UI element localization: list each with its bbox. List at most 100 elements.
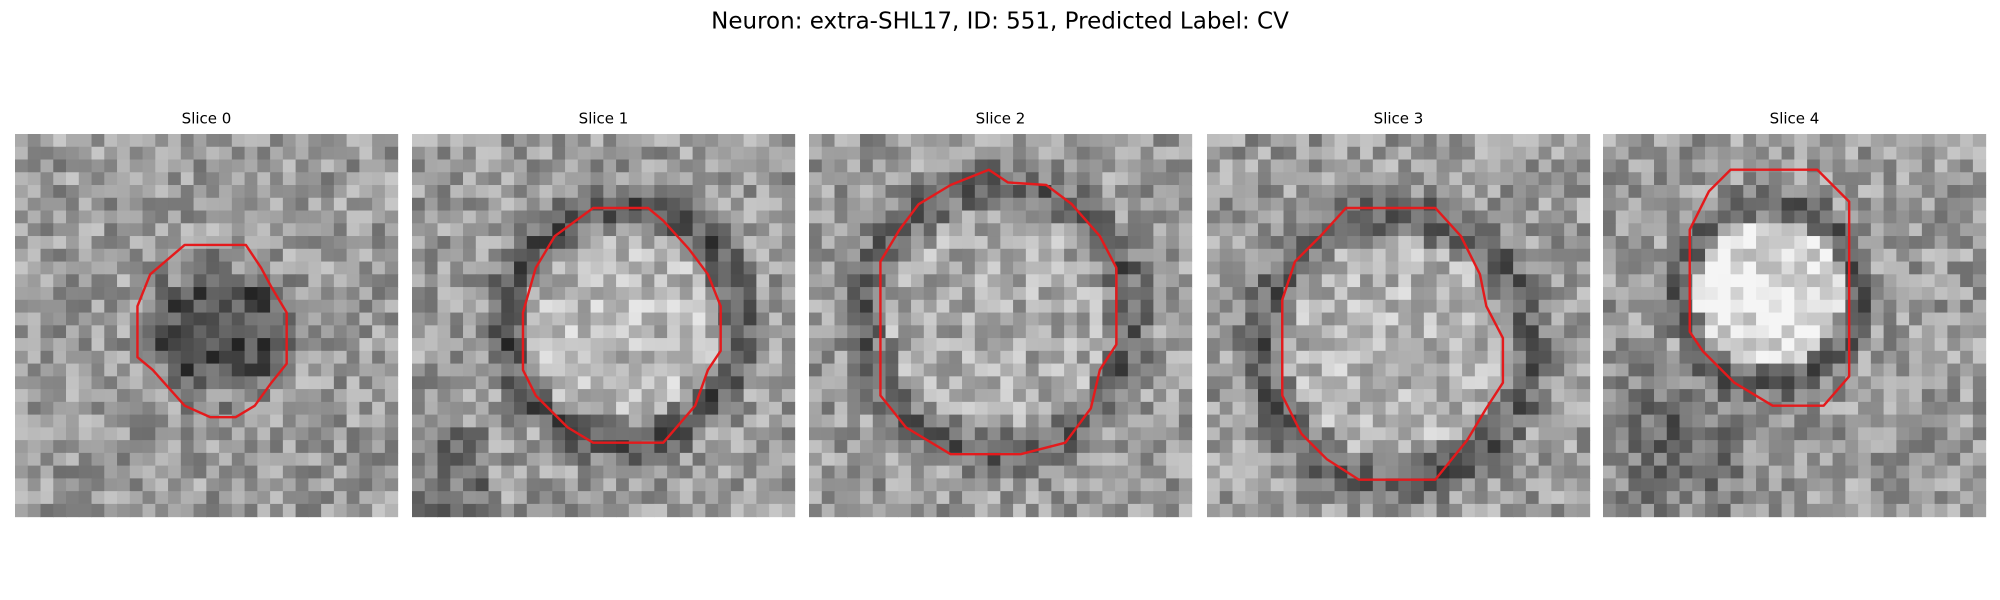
pixel — [1051, 389, 1065, 403]
pixel — [1896, 287, 1910, 301]
pixel — [1858, 401, 1872, 416]
pixel — [1064, 452, 1078, 467]
pixel — [412, 146, 426, 161]
pixel — [1474, 287, 1489, 301]
pixel — [974, 350, 989, 365]
pixel — [974, 172, 989, 186]
pixel — [1449, 185, 1463, 199]
pixel — [1832, 134, 1846, 148]
pixel — [1564, 185, 1578, 199]
pixel — [539, 503, 553, 518]
pixel — [1947, 210, 1961, 224]
pixel — [923, 287, 938, 301]
pixel — [308, 312, 322, 326]
pixel — [1807, 452, 1821, 467]
pixel — [424, 312, 439, 326]
pixel — [15, 210, 29, 224]
pixel — [1153, 389, 1167, 403]
pixel — [308, 427, 322, 441]
pixel — [1615, 146, 1630, 161]
pixel — [168, 338, 182, 352]
pixel — [834, 389, 848, 403]
pixel — [1807, 491, 1821, 505]
pixel — [1258, 363, 1272, 377]
pixel — [1102, 223, 1116, 237]
pixel — [834, 503, 848, 518]
pixel — [53, 287, 67, 301]
pixel — [463, 325, 477, 339]
pixel — [1883, 465, 1897, 479]
pixel — [104, 401, 118, 416]
pixel — [180, 274, 195, 288]
pixel — [488, 325, 502, 339]
pixel — [1538, 440, 1552, 454]
pixel — [1921, 172, 1936, 186]
pixel — [1166, 401, 1180, 416]
pixel — [488, 159, 502, 173]
pixel — [231, 440, 246, 454]
pixel — [679, 134, 694, 148]
pixel — [743, 491, 757, 505]
pixel — [1140, 389, 1154, 403]
pixel — [53, 197, 67, 212]
pixel — [1102, 134, 1116, 148]
pixel — [219, 440, 233, 454]
pixel — [117, 350, 131, 365]
pixel — [1140, 134, 1154, 148]
pixel — [244, 185, 258, 199]
pixel — [1321, 274, 1336, 288]
pixel — [898, 465, 912, 479]
pixel — [282, 338, 297, 352]
pixel — [1127, 261, 1142, 275]
pixel — [1178, 236, 1193, 250]
pixel — [1934, 440, 1948, 454]
pixel — [1819, 223, 1834, 237]
pixel — [1870, 363, 1885, 377]
pixel — [1500, 159, 1514, 173]
pixel — [949, 210, 963, 224]
pixel — [1705, 210, 1719, 224]
pixel — [1768, 236, 1783, 250]
pixel — [1140, 185, 1154, 199]
pixel — [1487, 452, 1501, 467]
pixel — [936, 287, 950, 301]
pixel — [219, 401, 233, 416]
pixel — [1641, 401, 1655, 416]
pixel — [206, 478, 220, 492]
pixel — [781, 452, 796, 467]
pixel — [27, 185, 42, 199]
pixel — [1102, 376, 1116, 390]
pixel — [1807, 223, 1821, 237]
pixel — [1347, 478, 1361, 492]
pixel — [718, 223, 732, 237]
pixel — [1462, 491, 1476, 505]
pixel — [1076, 376, 1091, 390]
pixel — [1909, 503, 1923, 518]
pixel — [193, 146, 207, 161]
pixel — [463, 478, 477, 492]
pixel — [1896, 478, 1910, 492]
pixel — [1127, 223, 1142, 237]
pixel — [1845, 414, 1859, 428]
pixel — [1896, 312, 1910, 326]
pixel — [1436, 427, 1450, 441]
pixel — [1127, 376, 1142, 390]
pixel — [40, 287, 54, 301]
pixel — [847, 287, 861, 301]
pixel — [1089, 440, 1103, 454]
pixel — [898, 440, 912, 454]
pixel — [1692, 325, 1706, 339]
pixel — [142, 223, 156, 237]
pixel — [1870, 452, 1885, 467]
pixel — [628, 389, 643, 403]
pixel — [1603, 261, 1617, 275]
pixel — [1232, 197, 1246, 212]
pixel — [834, 465, 848, 479]
pixel — [1858, 261, 1872, 275]
pixel — [1115, 210, 1129, 224]
pixel — [1615, 223, 1630, 237]
pixel — [488, 401, 502, 416]
pixel — [1051, 236, 1065, 250]
pixel — [155, 427, 169, 441]
pixel — [1934, 299, 1948, 314]
